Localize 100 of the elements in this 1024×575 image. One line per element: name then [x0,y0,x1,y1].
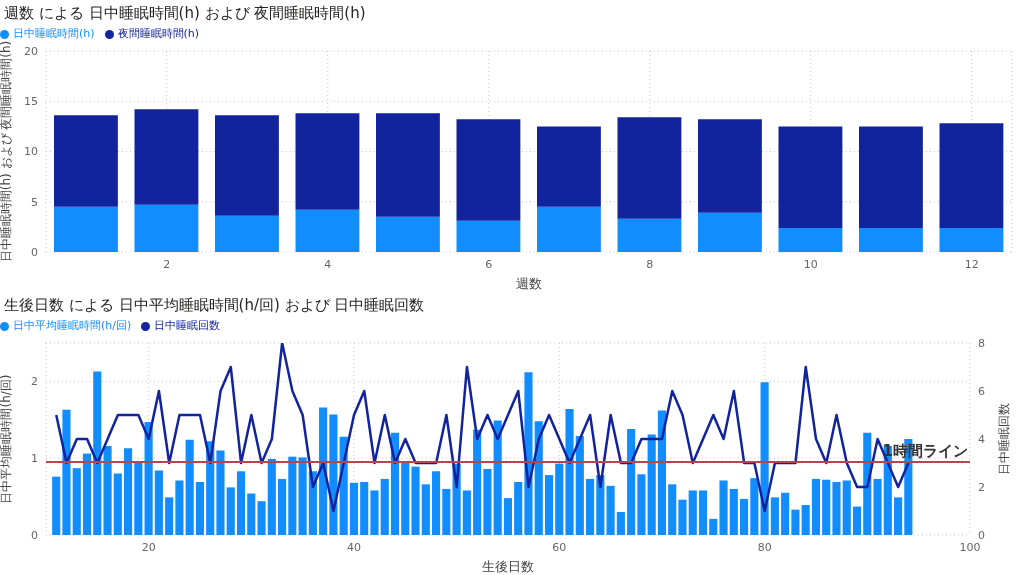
bar [278,478,287,535]
y-tick-label: 10 [24,145,38,159]
bar [617,218,682,252]
x-tick-label: 8 [646,257,654,271]
bar [852,506,862,535]
bar [257,501,266,535]
bar [514,482,523,535]
bar [647,434,656,535]
bar [215,215,279,252]
bar [832,482,841,535]
legend-label: 日中睡眠時間(h) [13,27,95,40]
y-axis-title: 日中平均睡眠時間(h/回) [0,374,13,504]
y-tick-label: 5 [31,195,38,209]
chart-title: 週数 による 日中睡眠時間(h) および 夜間睡眠時間(h) [3,3,367,24]
x-tick-label: 100 [959,540,981,554]
bar [698,490,708,535]
bar [939,123,1004,228]
bar [537,206,601,252]
bar [215,115,279,216]
x-tick-label: 10 [803,257,818,271]
bar [668,484,677,535]
bar [939,227,1004,252]
bar [657,410,667,535]
bar [524,372,533,535]
bar [247,493,256,535]
chart-title: 生後日数 による 日中平均睡眠時間(h/回) および 日中睡眠回数 [3,295,426,316]
x-tick-label: 20 [141,540,156,554]
bar [288,456,297,535]
bar [134,109,199,205]
bar [473,429,482,535]
bar [72,468,81,535]
y2-tick-label: 4 [978,432,985,446]
x-tick-label: 12 [964,257,979,271]
bar [456,220,521,252]
bar [616,511,625,535]
bar [267,458,276,535]
bar [709,518,718,535]
bar [801,505,810,535]
x-tick-label: 60 [552,540,567,554]
bar [637,474,646,535]
bar [483,468,492,535]
bar [376,216,440,252]
bar [781,492,790,535]
bar [698,119,762,213]
bar [842,480,851,535]
bar [617,117,682,219]
bar [144,422,153,535]
bar [544,475,554,535]
bar [295,113,360,210]
bar [124,448,133,535]
y2-tick-label: 6 [978,384,985,398]
bar [376,113,440,217]
bar [54,115,118,207]
bar [791,509,800,535]
bar [370,490,379,535]
bar [760,382,769,535]
bar [740,498,749,535]
bar [873,478,882,535]
bar [586,478,595,535]
legend-label: 夜間睡眠時間(h) [117,27,200,40]
bar [503,498,513,535]
bar [719,480,728,535]
bar [421,484,430,535]
bar [154,470,163,535]
bar [165,497,174,535]
bar [555,463,564,535]
bar [678,499,687,535]
bar [54,206,118,252]
x-axis-title: 生後日数 [482,559,534,574]
x-tick-label: 2 [163,257,171,271]
y-tick-label: 1 [31,452,38,466]
x-tick-label: 6 [485,257,493,271]
bar [360,482,369,535]
bar [537,126,601,207]
bar [493,420,502,535]
y-axis-title: 日中睡眠時間(h) および 夜間睡眠時間(h) [0,40,13,263]
y-tick-label: 15 [24,95,38,109]
bar [134,204,199,252]
y-tick-label: 0 [31,245,38,259]
y2-tick-label: 2 [978,480,985,494]
y-tick-label: 0 [31,528,38,542]
bar [411,466,420,535]
bar [565,409,574,535]
bar [295,209,360,252]
y2-tick-label: 0 [978,528,985,542]
bar [811,478,821,535]
y2-axis-title: 日中睡眠回数 [997,403,1011,475]
bar [82,453,92,535]
bar [698,212,762,252]
bar [456,119,521,221]
bar [462,490,471,535]
bar [859,227,923,252]
bar [778,227,843,252]
bar [134,461,143,535]
y-tick-label: 2 [31,375,38,389]
bar [93,371,102,535]
bar [822,479,831,535]
bar [380,478,389,535]
x-tick-label: 4 [324,257,332,271]
bar [859,126,923,228]
